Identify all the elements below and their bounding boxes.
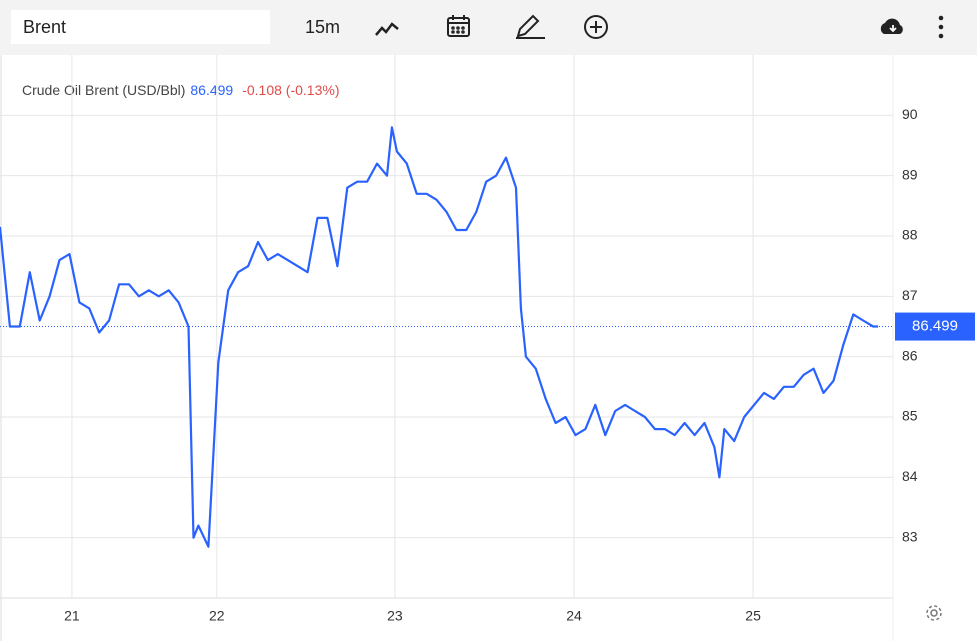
y-tick-label: 84	[902, 468, 918, 484]
legend: Crude Oil Brent (USD/Bbl) 86.499 -0.108 (-…	[22, 82, 340, 98]
menu-icon[interactable]	[938, 15, 944, 39]
download-arrow	[889, 25, 897, 33]
x-tick-label: 25	[745, 608, 761, 624]
y-tick-label: 89	[902, 166, 918, 182]
x-tick-label: 23	[387, 608, 403, 624]
series-title: Crude Oil Brent (USD/Bbl)	[22, 82, 185, 98]
y-tick-label: 86	[902, 347, 918, 363]
y-tick-label: 90	[902, 106, 918, 122]
search-box[interactable]: Brent	[11, 10, 270, 44]
x-tick-label: 22	[209, 608, 225, 624]
interval-button[interactable]: 15m	[305, 17, 341, 37]
x-tick-label: 21	[64, 608, 80, 624]
price-line	[0, 126, 879, 548]
add-icon[interactable]	[584, 15, 608, 39]
grid	[0, 55, 893, 598]
y-tick-label: 87	[902, 287, 918, 303]
toolbar-icons	[375, 14, 944, 39]
toolbar: Brent 15m	[0, 0, 977, 55]
settings-icon[interactable]	[926, 605, 942, 621]
x-tick-label: 24	[566, 608, 582, 624]
last-value: 86.499	[190, 82, 233, 98]
y-tick-label: 83	[902, 528, 918, 544]
y-tick-label: 88	[902, 227, 918, 243]
change: -0.108 (-0.13%)	[242, 82, 339, 98]
chart-type-icon[interactable]	[375, 22, 399, 36]
last-price-label: 86.499	[912, 318, 958, 335]
y-tick-label: 85	[902, 408, 918, 424]
calendar-icon[interactable]	[447, 15, 470, 37]
last-price-box	[895, 312, 975, 341]
download-icon[interactable]	[880, 18, 903, 34]
draw-icon[interactable]	[516, 14, 545, 39]
